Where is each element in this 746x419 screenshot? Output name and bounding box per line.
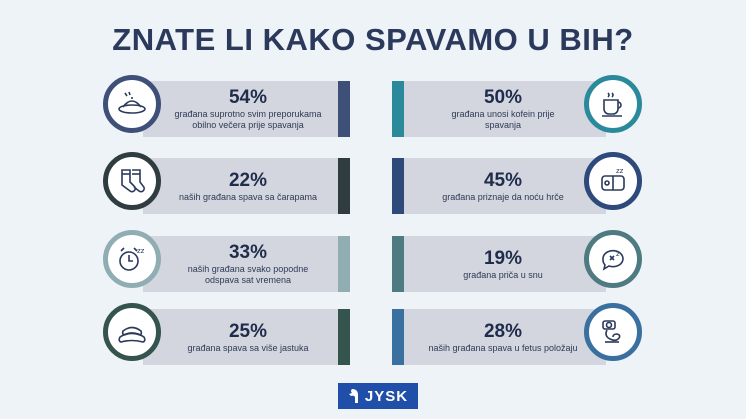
card-panel bbox=[143, 158, 347, 214]
accent-bar bbox=[338, 309, 350, 365]
accent-bar bbox=[338, 158, 350, 214]
snoring-icon: zz bbox=[584, 152, 642, 210]
stat-card: 25% građana spava sa više jastuka bbox=[103, 303, 353, 365]
stat-card: zz 33% naših građana svako popodne odspa… bbox=[103, 230, 353, 292]
stat-percent: 28% bbox=[483, 320, 523, 342]
stat-card: 22% naših građana spava sa čarapama bbox=[103, 152, 353, 214]
stat-description: građana priznaje da noću hrče bbox=[442, 191, 564, 202]
page-title: ZNATE LI KAKO SPAVAMO U BIH? bbox=[112, 22, 634, 57]
card-panel bbox=[143, 309, 347, 365]
sleep-talk-bubble-icon: z bbox=[584, 230, 642, 288]
accent-bar bbox=[392, 309, 404, 365]
stat-percent: 25% bbox=[228, 320, 268, 342]
dinner-plate-icon bbox=[103, 75, 161, 133]
stat-card: 28% naših građana spava u fetus položaju bbox=[392, 303, 642, 365]
svg-text:zz: zz bbox=[616, 167, 624, 175]
alarm-clock-icon: zz bbox=[103, 230, 161, 288]
card-text: 45% građana priznaje da noću hrče bbox=[418, 162, 588, 210]
svg-text:zz: zz bbox=[137, 247, 145, 255]
stat-percent: 45% bbox=[483, 169, 523, 191]
stat-description: spavanja bbox=[484, 120, 522, 130]
accent-bar bbox=[338, 81, 350, 137]
stat-description: građana spava sa više jastuka bbox=[187, 342, 309, 353]
card-text: 19% građana priča u snu bbox=[418, 240, 588, 288]
card-text: 25% građana spava sa više jastuka bbox=[163, 313, 333, 361]
stat-card: 50% građana unosi kofein prije spavanja bbox=[392, 75, 642, 137]
card-text: 50% građana unosi kofein prije spavanja bbox=[418, 85, 588, 133]
stat-card: z 19% građana priča u snu bbox=[392, 230, 642, 292]
card-text: 54% građana suprotno svim preporukama ob… bbox=[163, 85, 333, 133]
card-panel bbox=[143, 81, 347, 137]
svg-text:z: z bbox=[616, 250, 620, 258]
card-text: 22% naših građana spava sa čarapama bbox=[163, 162, 333, 210]
socks-icon bbox=[103, 152, 161, 210]
fetal-position-icon bbox=[584, 303, 642, 361]
stat-percent: 22% bbox=[228, 169, 268, 191]
card-panel bbox=[402, 158, 606, 214]
coffee-cup-icon bbox=[584, 75, 642, 133]
logo-text: JYSK bbox=[364, 387, 409, 405]
pillow-icon bbox=[103, 303, 161, 361]
stat-percent: 33% bbox=[228, 242, 268, 263]
jysk-logo: JYSK bbox=[338, 383, 418, 409]
accent-bar bbox=[392, 158, 404, 214]
stat-description: građana suprotno svim preporukama bbox=[174, 109, 322, 119]
accent-bar bbox=[338, 236, 350, 292]
stat-description: naših građana svako popodne bbox=[187, 264, 309, 274]
stat-percent: 50% bbox=[483, 87, 523, 108]
stat-description: građana unosi kofein prije bbox=[451, 109, 555, 119]
card-text: 28% naših građana spava u fetus položaju bbox=[418, 313, 588, 361]
stat-description: odspava sat vremena bbox=[204, 275, 292, 285]
card-panel bbox=[402, 81, 606, 137]
stat-description: naših građana spava u fetus položaju bbox=[428, 342, 578, 353]
card-panel bbox=[143, 236, 347, 292]
stat-description: obilno večera prije spavanja bbox=[192, 120, 304, 130]
goose-icon bbox=[348, 389, 358, 403]
stat-percent: 19% bbox=[483, 247, 523, 269]
card-text: 33% naših građana svako popodne odspava … bbox=[163, 240, 333, 288]
stat-card: zz 45% građana priznaje da noću hrče bbox=[392, 152, 642, 214]
accent-bar bbox=[392, 81, 404, 137]
stat-description: građana priča u snu bbox=[463, 269, 543, 280]
card-panel bbox=[402, 236, 606, 292]
accent-bar bbox=[392, 236, 404, 292]
card-panel bbox=[402, 309, 606, 365]
stat-description: naših građana spava sa čarapama bbox=[178, 191, 318, 202]
stat-card: 54% građana suprotno svim preporukama ob… bbox=[103, 75, 353, 137]
stat-percent: 54% bbox=[228, 87, 268, 108]
